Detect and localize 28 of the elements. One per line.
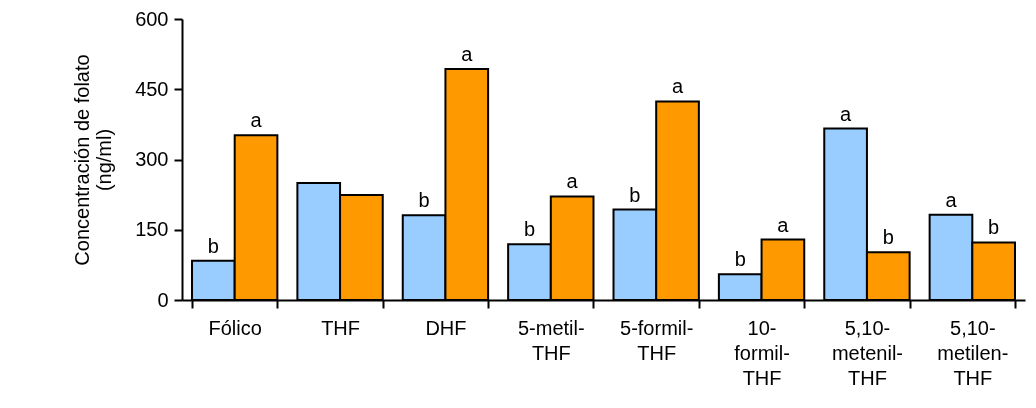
annotation: b <box>988 216 1000 239</box>
annotation: b <box>629 183 641 206</box>
x-tick-label: 5,10- metilen- THF <box>937 316 1009 389</box>
annotation: b <box>418 189 430 212</box>
annotation: b <box>523 218 536 241</box>
annotation: a <box>671 75 684 98</box>
annotation: a <box>461 43 474 66</box>
annotation: b <box>207 234 219 257</box>
annotation: a <box>840 102 853 125</box>
x-tick-label: 5-formil- THF <box>620 316 694 364</box>
y-tick-label: 450 <box>135 77 169 100</box>
y-tick-label: 0 <box>157 288 169 311</box>
x-tick-label: 10- formil- THF <box>734 316 790 389</box>
x-tick-label: DHF <box>425 316 467 339</box>
x-tick-label: 5-metil- THF <box>517 316 585 364</box>
x-tick-label: Fólico <box>208 316 262 339</box>
y-tick-label: 600 <box>135 7 169 30</box>
y-tick-label: 150 <box>135 218 169 241</box>
annotation: a <box>777 213 790 236</box>
annotation: b <box>882 226 894 249</box>
annotation: a <box>250 109 263 132</box>
x-tick-label: 5,10- metenil- THF <box>831 316 904 389</box>
annotation: a <box>566 170 579 193</box>
x-tick-label: THF <box>321 316 361 339</box>
annotation: b <box>734 248 746 271</box>
y-axis-title: Concentración de folato (ng/ml) <box>71 54 116 266</box>
y-tick-label: 300 <box>135 148 169 170</box>
annotation: a <box>945 188 958 211</box>
